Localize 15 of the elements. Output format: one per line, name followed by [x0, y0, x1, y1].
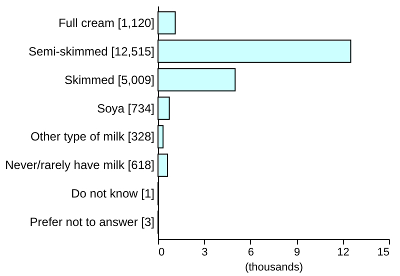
y-tick-label: Other type of milk [328] — [30, 130, 154, 144]
y-tick-label: Skimmed [5,009] — [64, 72, 154, 87]
y-tick-label: Semi-skimmed [12,515] — [28, 44, 154, 58]
x-tick-label: 0 — [158, 246, 165, 258]
y-tick-label: Prefer not to answer [3] — [30, 215, 154, 230]
y-tick-label: Never/rarely have milk [618] — [5, 158, 154, 172]
y-tick-label: Do not know [1] — [71, 186, 154, 201]
y-tick-label: Soya [734] — [97, 101, 154, 116]
x-tick-label: 6 — [248, 246, 254, 258]
x-tick-label: 9 — [294, 246, 300, 258]
x-axis-title: (thousands) — [244, 262, 304, 274]
x-tick-label: 15 — [377, 246, 390, 258]
y-tick-label: Full cream [1,120] — [58, 16, 154, 30]
x-tick-label: 3 — [202, 246, 208, 258]
x-tick-label: 12 — [337, 246, 350, 258]
